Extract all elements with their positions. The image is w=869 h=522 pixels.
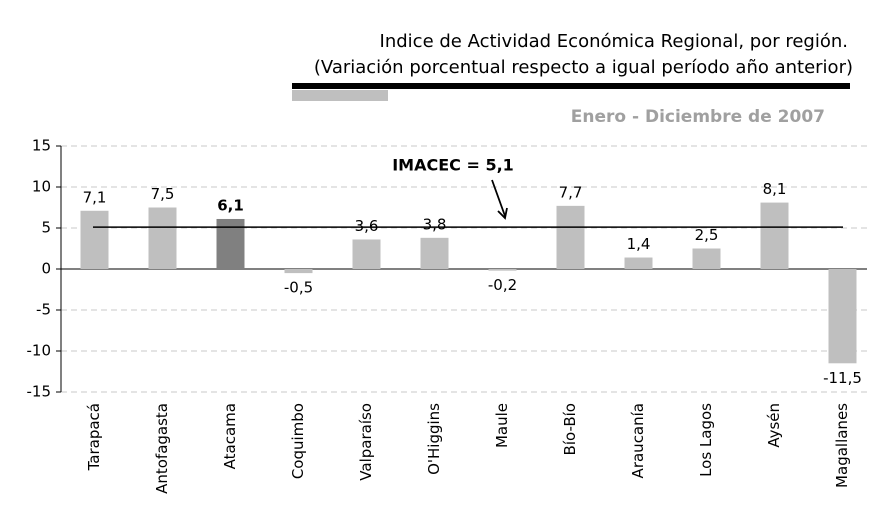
x-tick-label: Aysén — [765, 403, 783, 448]
x-tick-label: Atacama — [221, 403, 239, 469]
data-label: 1,4 — [627, 235, 651, 253]
y-tick-label: 0 — [41, 260, 51, 278]
data-label: 7,5 — [151, 185, 175, 203]
y-tick-label: -5 — [36, 301, 51, 319]
period-label: Enero - Diciembre de 2007 — [571, 107, 825, 127]
reference-arrow — [491, 179, 508, 220]
title-accent — [292, 90, 388, 101]
data-label: 3,6 — [355, 217, 379, 235]
x-tick-label: Coquimbo — [289, 403, 307, 479]
y-tick-label: 10 — [32, 178, 51, 196]
x-tick-label: Valparaíso — [357, 403, 375, 481]
x-tick-label: Tarapacá — [85, 403, 103, 471]
bar — [284, 269, 313, 274]
bar — [828, 269, 857, 364]
bar — [760, 202, 789, 269]
data-label: 8,1 — [763, 180, 787, 198]
x-tick-label: Maule — [493, 403, 511, 448]
data-label: 2,5 — [695, 226, 719, 244]
bar — [488, 269, 517, 271]
bar — [624, 257, 653, 269]
x-tick-label: Los Lagos — [697, 403, 715, 477]
data-label: -11,5 — [823, 369, 862, 387]
x-tick-label: O'Higgins — [425, 403, 443, 475]
bar — [420, 237, 449, 269]
bar — [692, 248, 721, 269]
x-tick-label: Magallanes — [833, 403, 851, 488]
chart-title: Indice de Actividad Económica Regional, … — [380, 31, 848, 52]
bar — [80, 210, 109, 269]
data-label: -0,2 — [488, 276, 517, 294]
bar — [352, 239, 381, 269]
data-label: 3,8 — [423, 215, 447, 233]
reference-label: IMACEC = 5,1 — [392, 156, 514, 175]
data-label: 7,1 — [83, 188, 107, 206]
bar — [148, 207, 177, 269]
data-label: -0,5 — [284, 279, 313, 297]
x-tick-label: Araucanía — [629, 403, 647, 478]
title-rule — [292, 83, 850, 89]
data-label: 6,1 — [217, 196, 244, 214]
y-tick-label: 15 — [32, 137, 51, 155]
y-tick-label: 5 — [41, 219, 51, 237]
y-tick-label: -15 — [27, 383, 52, 401]
data-label: 7,7 — [559, 183, 583, 201]
y-tick-label: -10 — [27, 342, 52, 360]
x-tick-label: Bío-Bío — [561, 403, 579, 455]
chart-subtitle: (Variación porcentual respecto a igual p… — [314, 57, 853, 78]
x-tick-label: Antofagasta — [153, 403, 171, 494]
bar — [556, 205, 585, 269]
